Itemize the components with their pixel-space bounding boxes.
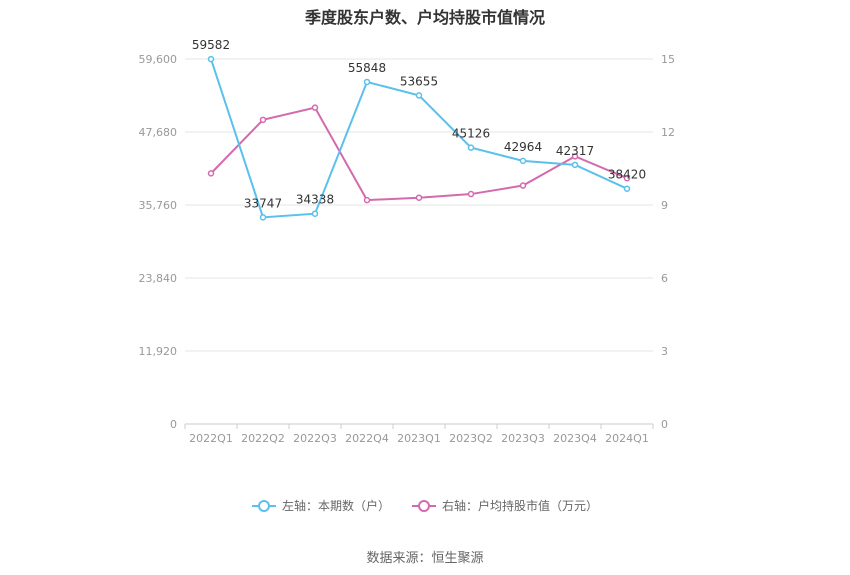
legend: 左轴：本期数（户） 右轴：户均持股市值（万元） — [0, 497, 850, 514]
data-label: 53655 — [400, 74, 438, 88]
right-tick-label: 15 — [661, 53, 675, 66]
legend-left-label: 左轴：本期数（户） — [281, 499, 390, 513]
right-tick-label: 0 — [661, 418, 668, 431]
data-point-left — [363, 78, 371, 86]
left-tick-label: 0 — [170, 418, 177, 431]
data-point-right — [415, 194, 423, 201]
legend-item-left[interactable]: 左轴：本期数（户） — [251, 497, 390, 514]
data-point-right — [259, 116, 267, 124]
data-point-left — [415, 92, 423, 99]
data-point-right — [519, 182, 527, 189]
right-axis-ticks: 0 3 6 9 12 15 — [661, 53, 675, 431]
right-tick-label: 9 — [661, 199, 668, 212]
chart-title: 季度股东户数、户均持股市值情况 — [304, 8, 545, 27]
data-labels: 59582 33747 34338 55848 53655 45126 42964 42317… — [192, 38, 646, 210]
legend-left-symbol — [251, 499, 276, 512]
x-tick-label: 2023Q4 — [553, 432, 597, 445]
chart-plot: 0 11,920 23,840 35,760 47,680 59,600 0 3 6 9 12 15… — [139, 38, 676, 445]
x-tick-label: 2024Q1 — [605, 432, 649, 445]
data-label: 34338 — [296, 193, 334, 207]
x-tick-label: 2023Q3 — [501, 432, 545, 445]
x-axis-ticks: 2022Q1 2022Q2 2022Q3 2022Q4 2023Q1 2023Q2 2023… — [189, 432, 649, 445]
x-tick-label: 2022Q2 — [241, 432, 285, 445]
grid-lines — [185, 58, 653, 425]
legend-item-right[interactable]: 右轴：户均持股市值（万元） — [412, 497, 598, 514]
right-tick-label: 6 — [661, 272, 668, 285]
data-label: 42964 — [504, 140, 542, 154]
data-point-right — [363, 196, 371, 204]
right-tick-label: 12 — [661, 126, 675, 139]
left-tick-label: 59,600 — [139, 53, 178, 66]
data-point-left — [207, 55, 215, 63]
legend-right-label: 右轴：户均持股市值（万元） — [442, 499, 599, 513]
data-point-right — [311, 104, 319, 111]
series-left — [207, 55, 631, 221]
data-point-left — [623, 185, 631, 192]
data-label: 38420 — [608, 168, 646, 182]
left-tick-label: 35,760 — [139, 199, 178, 212]
data-point-right — [467, 190, 475, 198]
x-tick-label: 2023Q2 — [449, 432, 493, 445]
series-right — [207, 104, 631, 204]
left-tick-label: 23,840 — [139, 272, 178, 285]
data-point-left — [467, 144, 475, 151]
x-tick-label: 2022Q4 — [345, 432, 389, 445]
data-point-left — [519, 157, 527, 165]
data-point-left — [311, 210, 319, 217]
left-axis-ticks: 0 11,920 23,840 35,760 47,680 59,600 — [139, 53, 178, 431]
data-label: 42317 — [556, 144, 594, 158]
data-point-right — [623, 174, 631, 182]
data-label: 45126 — [452, 127, 490, 141]
data-point-left — [571, 161, 579, 169]
left-tick-label: 47,680 — [139, 126, 178, 139]
data-point-left — [259, 214, 267, 221]
data-label: 55848 — [348, 61, 386, 75]
data-point-right — [571, 153, 579, 160]
data-point-right — [207, 170, 215, 177]
source-note: 数据来源：恒生聚源 — [366, 551, 484, 566]
axes — [184, 424, 654, 429]
data-label: 59582 — [192, 38, 230, 52]
left-tick-label: 11,920 — [139, 345, 178, 358]
x-tick-label: 2022Q3 — [293, 432, 337, 445]
x-tick-label: 2022Q1 — [189, 432, 233, 445]
x-tick-label: 2023Q1 — [397, 432, 441, 445]
right-tick-label: 3 — [661, 345, 668, 358]
legend-right-symbol — [412, 499, 436, 512]
data-label: 33747 — [244, 196, 282, 210]
